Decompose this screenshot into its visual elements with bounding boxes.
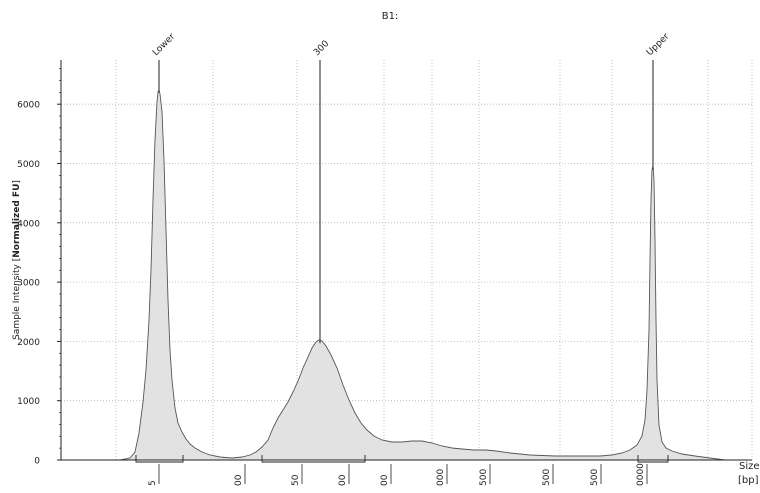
- x-tick-label: 0000: [636, 463, 646, 486]
- label-layer: Sample Intensity [Normalized FU] Size [b…: [12, 180, 760, 486]
- x-tick-label: 5: [148, 480, 158, 486]
- y-tick-label: 2000: [17, 338, 40, 348]
- y-tick-label: 6000: [17, 101, 40, 111]
- y-axis-label-suffix: ]: [12, 180, 22, 184]
- marker-layer: Lower 300 Upper: [151, 32, 672, 344]
- x-tick-label: 500: [590, 469, 600, 486]
- peak-bracket: [135, 455, 184, 463]
- x-tick-label: 500: [479, 469, 489, 486]
- sample-trace-area: [61, 88, 752, 461]
- peak-bracket: [637, 455, 669, 463]
- x-axis-label-line2: [bp]: [738, 475, 759, 486]
- y-axis-label-prefix: Sample Intensity [: [12, 258, 22, 340]
- x-tick-label: 00: [338, 474, 348, 486]
- x-tick-label: 00: [234, 474, 244, 486]
- x-tick-label: 000: [436, 469, 446, 486]
- peak-label: Lower: [151, 32, 177, 58]
- y-tick-label: 5000: [17, 160, 40, 170]
- peak-label: Upper: [645, 32, 672, 59]
- x-tick-label: 00: [380, 474, 390, 486]
- y-tick-label: 3000: [17, 279, 40, 289]
- y-tick-label: 4000: [17, 219, 40, 229]
- peak-bracket: [261, 455, 366, 463]
- y-axis-label: Sample Intensity [Normalized FU]: [12, 180, 22, 340]
- y-tick-label: 1000: [17, 397, 40, 407]
- grid-layer: [61, 60, 753, 460]
- title-layer: B1:: [382, 11, 399, 22]
- x-tick-label: 500: [542, 469, 552, 486]
- x-tick-label: 50: [291, 474, 301, 486]
- chart-title: B1:: [382, 11, 399, 22]
- x-axis-label-line1: Size: [739, 461, 760, 472]
- y-tick-label: 0: [34, 457, 40, 467]
- peak-label: 300: [312, 39, 331, 58]
- trace-layer: [61, 88, 752, 463]
- y-axis-label-bold: Normalized FU: [12, 184, 22, 258]
